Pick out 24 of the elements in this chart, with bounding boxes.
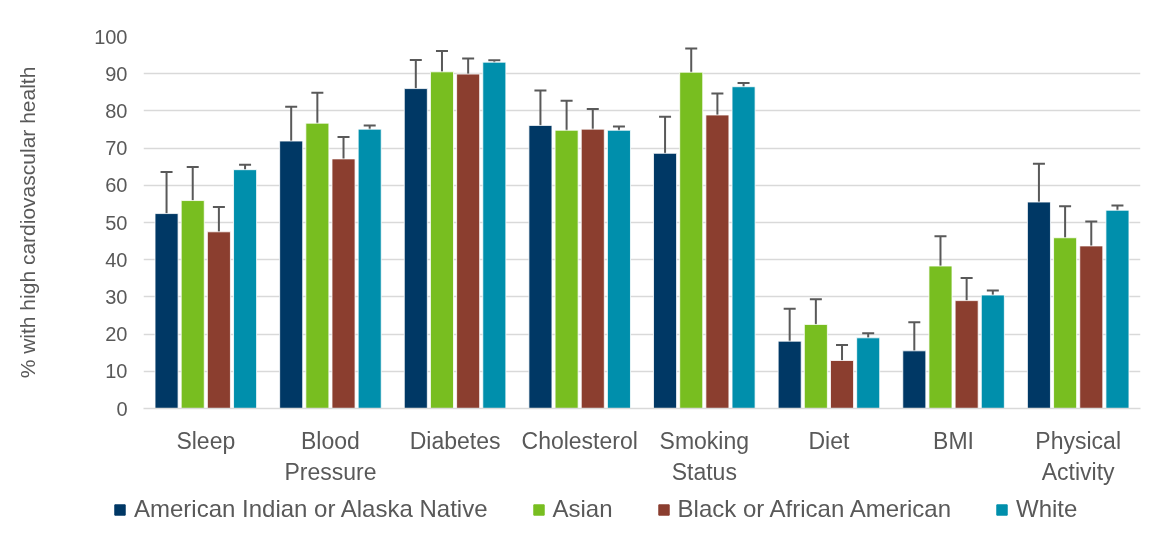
x-tick-label: Cholesterol (521, 427, 638, 454)
x-tick-label: Sleep (176, 427, 236, 454)
x-tick-label: Diabetes (409, 427, 501, 454)
legend-label: Black or African American (677, 495, 952, 523)
y-tick-label: 70 (105, 137, 128, 160)
y-tick-label: 50 (105, 211, 128, 234)
y-tick-label: 60 (105, 174, 128, 197)
x-tick-label: Blood Pressure (284, 427, 377, 485)
y-axis-title: % with high cardiovascular health (16, 66, 40, 379)
y-tick-label: 80 (105, 99, 128, 122)
y-tick-label: 20 (105, 323, 128, 346)
legend-label: White (1016, 495, 1078, 523)
y-tick-label: 100 (94, 25, 128, 48)
y-tick-label: 90 (105, 62, 128, 85)
x-tick-label: Physical Activity (1035, 427, 1122, 485)
y-tick-label: 10 (105, 360, 128, 383)
x-tick-label: BMI (933, 427, 975, 454)
x-tick-label: Diet (808, 427, 850, 454)
legend-label: Asian (552, 495, 613, 523)
x-tick-label: Smoking Status (659, 427, 750, 485)
legend-label: American Indian or Alaska Native (134, 495, 488, 523)
y-tick-label: 40 (105, 248, 128, 271)
y-tick-label: 0 (116, 397, 128, 420)
y-tick-label: 30 (105, 285, 128, 308)
